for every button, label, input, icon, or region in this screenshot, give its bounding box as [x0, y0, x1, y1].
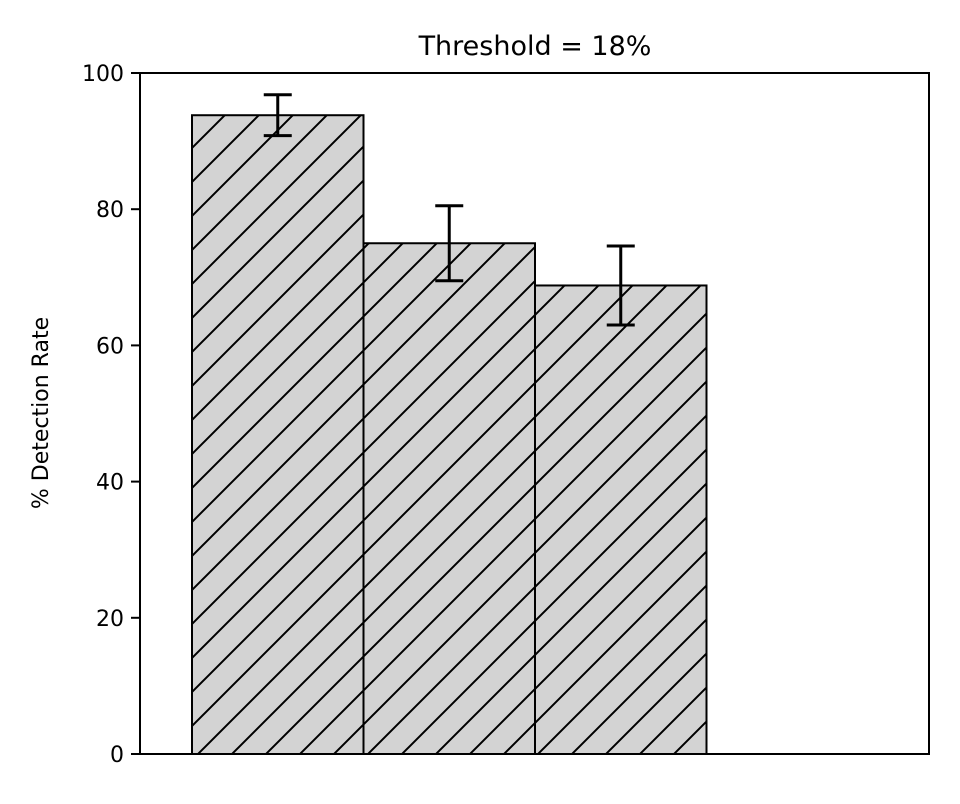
error-bar-3	[606, 244, 635, 327]
bar-2	[362, 242, 536, 755]
y-tick-label: 80	[96, 198, 124, 223]
y-axis-label: % Detection Rate	[29, 317, 54, 509]
y-tick-label: 20	[96, 607, 124, 632]
y-tick-label: 60	[96, 334, 124, 359]
plot-frame	[139, 72, 930, 755]
y-tick-label: 100	[82, 62, 124, 87]
bars	[191, 114, 708, 756]
chart-title: Threshold = 18%	[418, 31, 652, 62]
bar-1	[191, 114, 365, 756]
error-bar-2	[435, 204, 464, 283]
error-bar-1	[263, 93, 292, 138]
y-tick-label: 0	[110, 743, 124, 768]
error-bars	[263, 93, 635, 327]
y-tick-label: 40	[96, 471, 124, 496]
bar-3	[534, 284, 708, 755]
y-axis-ticks: 0 20 40 60 80 100	[82, 62, 140, 768]
